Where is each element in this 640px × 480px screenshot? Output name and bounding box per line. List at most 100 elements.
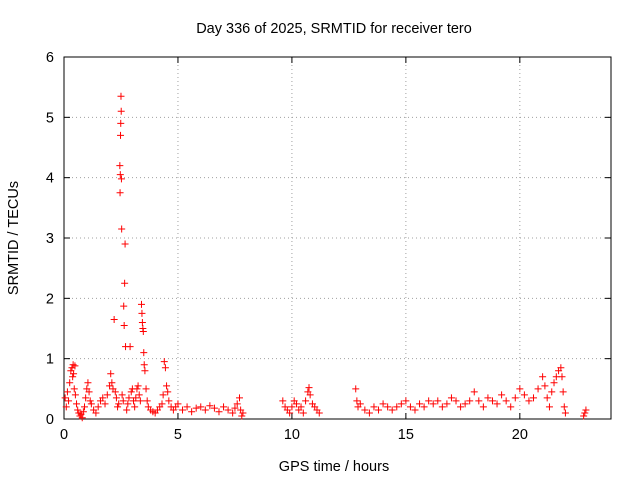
data-point: [61, 394, 69, 402]
data-point: [470, 388, 478, 396]
data-point: [379, 400, 387, 408]
chart-title: Day 336 of 2025, SRMTID for receiver ter…: [196, 21, 472, 37]
data-point: [452, 397, 460, 405]
data-point: [231, 404, 239, 412]
y-tick-label: 6: [46, 50, 54, 66]
data-point: [135, 391, 143, 399]
data-point: [114, 403, 122, 411]
data-point: [84, 379, 92, 387]
data-point: [120, 321, 128, 329]
data-point: [305, 384, 313, 392]
data-point: [140, 349, 148, 357]
x-tick-label: 10: [284, 427, 300, 443]
data-point: [165, 397, 173, 405]
data-point: [220, 403, 228, 411]
data-point: [434, 397, 442, 405]
y-tick-label: 5: [46, 110, 54, 126]
data-point: [73, 400, 81, 408]
data-point: [233, 400, 241, 408]
data-point: [63, 388, 71, 396]
data-point: [520, 391, 528, 399]
data-point: [87, 400, 95, 408]
data-point: [461, 400, 469, 408]
data-point: [411, 406, 419, 414]
data-point: [142, 385, 150, 393]
data-point: [161, 364, 169, 372]
data-point: [557, 364, 565, 372]
y-tick-label: 2: [46, 291, 54, 307]
data-point: [484, 394, 492, 402]
data-point: [548, 388, 556, 396]
data-point: [174, 400, 182, 408]
data-point: [99, 394, 107, 402]
data-point: [438, 403, 446, 411]
data-point: [559, 388, 567, 396]
data-point: [134, 382, 142, 390]
data-point: [120, 302, 128, 310]
data-point: [197, 403, 205, 411]
tick-labels: 0 5 10 15 20 0 1 2 3 4 5 6: [46, 50, 528, 443]
data-point: [138, 309, 146, 317]
data-point: [370, 403, 378, 411]
data-point: [79, 408, 87, 416]
data-point: [115, 400, 123, 408]
x-axis-label: GPS time / hours: [279, 459, 389, 475]
data-point: [279, 397, 287, 405]
x-tick-label: 15: [398, 427, 414, 443]
data-point: [534, 385, 542, 393]
data-point: [210, 404, 218, 412]
data-point: [288, 403, 296, 411]
data-point: [206, 402, 214, 410]
data-point: [525, 397, 533, 405]
data-point: [116, 162, 124, 170]
data-point: [69, 361, 77, 369]
data-point: [111, 388, 119, 396]
data-point: [85, 388, 93, 396]
data-point: [65, 397, 73, 405]
data-point: [502, 397, 510, 405]
data-point: [117, 92, 125, 100]
data-point: [224, 406, 232, 414]
data-point: [81, 403, 89, 411]
data-point: [125, 394, 133, 402]
data-point: [299, 409, 307, 417]
data-point: [139, 328, 147, 336]
data-point: [447, 394, 455, 402]
data-point: [297, 403, 305, 411]
data-points: [61, 92, 590, 422]
data-point: [121, 240, 129, 248]
data-point: [159, 391, 167, 399]
data-point: [117, 175, 125, 183]
data-point: [292, 400, 300, 408]
data-point: [361, 406, 369, 414]
data-point: [103, 391, 111, 399]
y-tick-label: 0: [46, 412, 54, 428]
data-point: [94, 403, 102, 411]
data-point: [550, 379, 558, 387]
data-point: [160, 358, 168, 366]
data-point: [74, 406, 82, 414]
data-point: [117, 107, 125, 115]
data-point: [498, 391, 506, 399]
data-point: [70, 370, 78, 378]
data-point: [581, 409, 589, 417]
data-point: [117, 131, 125, 139]
data-point: [163, 382, 171, 390]
data-point: [117, 119, 125, 127]
data-point: [558, 373, 566, 381]
x-tick-label: 20: [512, 427, 528, 443]
data-point: [108, 379, 116, 387]
data-point: [488, 397, 496, 405]
data-point: [352, 385, 360, 393]
data-point: [112, 394, 120, 402]
data-point: [475, 397, 483, 405]
data-point: [121, 279, 129, 287]
data-point: [141, 367, 149, 375]
data-point: [235, 394, 243, 402]
data-point: [118, 391, 126, 399]
y-tick-label: 1: [46, 352, 54, 368]
data-point: [429, 400, 437, 408]
data-point: [384, 403, 392, 411]
data-point: [239, 409, 247, 417]
